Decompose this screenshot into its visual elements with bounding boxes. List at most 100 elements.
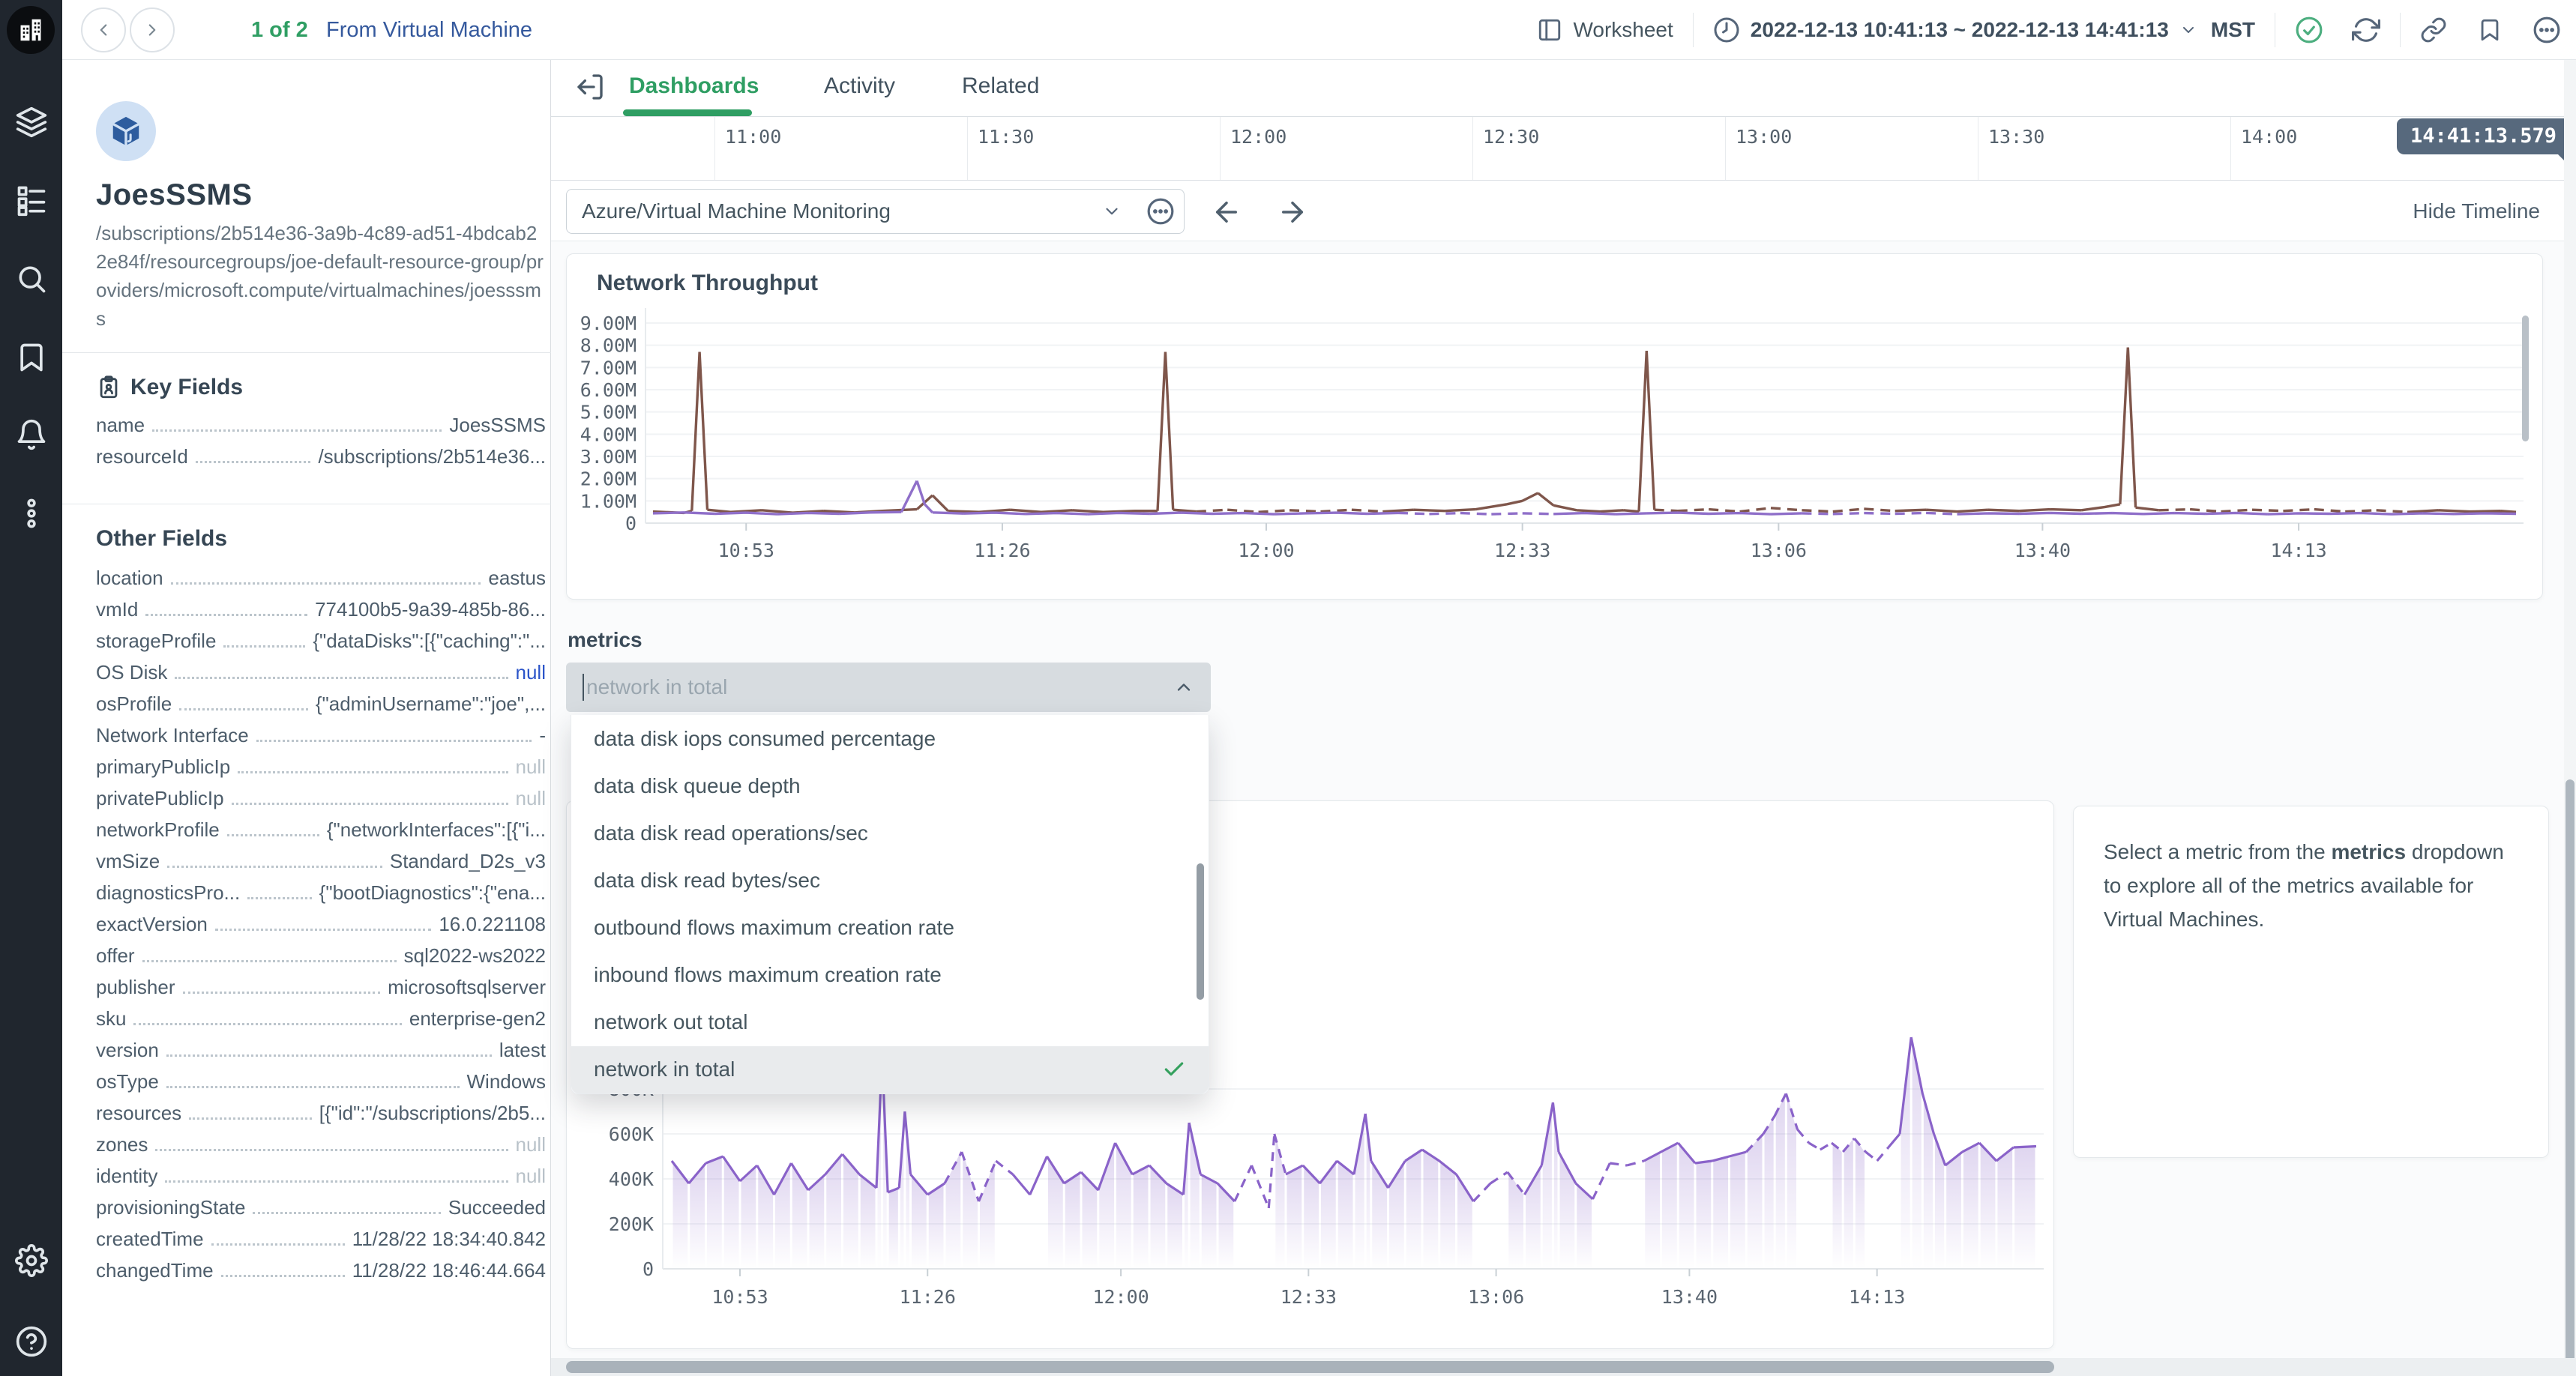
dashboard-select[interactable]: Azure/Virtual Machine Monitoring <box>566 189 1137 234</box>
sync-status-icon[interactable] <box>2295 16 2323 44</box>
network-in-total-chart[interactable]: 800K600K400K200K010:5311:2612:0012:3313:… <box>567 801 2053 1348</box>
rail-item-bookmarks[interactable] <box>15 341 48 374</box>
field-row[interactable]: provisioningState Succeeded <box>96 1196 546 1228</box>
field-row[interactable]: vmSize Standard_D2s_v3 <box>96 850 546 881</box>
dot-leader <box>182 992 381 994</box>
pager-context-link[interactable]: From Virtual Machine <box>326 18 533 42</box>
field-label: resourceId <box>96 445 188 468</box>
field-label: offer <box>96 944 135 967</box>
clock-icon <box>1713 16 1740 43</box>
key-fields-list: name JoesSSMS resourceId/subscriptions/2b… <box>96 414 546 477</box>
exit-icon <box>577 74 603 100</box>
timeline-tick: 14:00 <box>2241 126 2298 148</box>
next-dashboard-button[interactable] <box>1277 196 1308 228</box>
field-row[interactable]: primaryPublicIp null <box>96 755 546 787</box>
org-logo-button[interactable] <box>7 6 55 54</box>
field-row[interactable]: identity null <box>96 1165 546 1196</box>
field-value: null <box>515 661 546 684</box>
field-row[interactable]: location eastus <box>96 567 546 598</box>
main-vertical-scrollbar-thumb[interactable] <box>2566 779 2575 1372</box>
field-label: zones <box>96 1133 148 1156</box>
field-row[interactable]: storageProfile {"dataDisks":[{"caching":"… <box>96 630 546 661</box>
field-row[interactable]: createdTime 11/28/22 18:34:40.842 <box>96 1228 546 1259</box>
field-row[interactable]: zones null <box>96 1133 546 1165</box>
rail-item-settings[interactable] <box>14 1244 48 1277</box>
refresh-icon[interactable] <box>2352 16 2380 44</box>
time-range-picker[interactable]: 2022-12-13 10:41:13 ~ 2022-12-13 14:41:1… <box>1750 18 2169 41</box>
bottom-horizontal-scrollbar-thumb[interactable] <box>566 1361 2054 1373</box>
share-link-icon[interactable] <box>2420 16 2447 43</box>
field-row[interactable]: publisher microsoftsqlserver <box>96 976 546 1007</box>
field-row[interactable]: version latest <box>96 1039 546 1070</box>
network-throughput-chart[interactable]: 9.00M8.00M7.00M6.00M5.00M4.00M3.00M2.00M… <box>567 254 2542 599</box>
timeline-cursor-badge[interactable]: 14:41:13.579 <box>2397 118 2571 166</box>
svg-text:4.00M: 4.00M <box>580 423 637 445</box>
menu-item[interactable]: data disk queue depth <box>594 773 801 797</box>
tab-dashboards[interactable]: Dashboards <box>629 73 759 98</box>
field-row[interactable]: privatePublicIp null <box>96 787 546 818</box>
worksheet-button[interactable]: Worksheet <box>1573 18 1673 41</box>
field-row[interactable]: sku enterprise-gen2 <box>96 1007 546 1039</box>
field-row[interactable]: osType Windows <box>96 1070 546 1102</box>
field-row[interactable]: changedTime 11/28/22 18:46:44.664 <box>96 1259 546 1291</box>
menu-item-selected[interactable]: network in total <box>571 1045 1209 1093</box>
field-row[interactable]: vmId 774100b5-9a39-485b-86... <box>96 598 546 630</box>
field-row[interactable]: resources [{"id":"/subscriptions/2b5... <box>96 1102 546 1133</box>
menu-item[interactable]: inbound flows maximum creation rate <box>594 963 942 987</box>
menu-item[interactable]: outbound flows maximum creation rate <box>594 916 954 940</box>
field-row[interactable]: resourceId/subscriptions/2b514e36... <box>96 445 546 477</box>
next-entity-button[interactable] <box>130 7 175 52</box>
field-value: /subscriptions/2b514e36... <box>318 445 546 468</box>
close-panel-button[interactable] <box>575 72 605 102</box>
more-options-icon[interactable] <box>2533 16 2561 44</box>
field-value: {"bootDiagnostics":{"ena... <box>319 881 546 904</box>
timeline-gridline <box>714 117 715 180</box>
menu-item[interactable]: data disk read operations/sec <box>594 821 868 845</box>
field-row[interactable]: OS Disk null <box>96 661 546 692</box>
chart-scrollbar[interactable] <box>2522 316 2529 441</box>
timezone-label[interactable]: MST <box>2210 18 2255 41</box>
svg-text:11:26: 11:26 <box>974 540 1030 561</box>
svg-text:13:06: 13:06 <box>1751 540 1807 561</box>
other-fields-header: Other Fields <box>96 526 227 552</box>
save-bookmark-icon[interactable] <box>2477 17 2503 43</box>
field-row[interactable]: Network Interface - <box>96 724 546 755</box>
app-rail <box>0 0 62 1376</box>
svg-text:12:00: 12:00 <box>1238 540 1294 561</box>
dropdown-scrollbar[interactable] <box>1197 863 1204 1000</box>
field-value: null <box>515 1165 546 1187</box>
pager-count: 1 of 2 <box>251 18 308 42</box>
field-row[interactable]: offer sql2022-ws2022 <box>96 944 546 976</box>
rail-item-layers[interactable] <box>15 106 48 139</box>
field-row[interactable]: diagnosticsPro... {"bootDiagnostics":{"en… <box>96 881 546 913</box>
field-row[interactable]: networkProfile {"networkInterfaces":[{"i.… <box>96 818 546 850</box>
rail-item-help[interactable] <box>15 1325 48 1358</box>
dashboard-select-value: Azure/Virtual Machine Monitoring <box>582 199 891 223</box>
prev-entity-button[interactable] <box>81 7 126 52</box>
rail-item-alerts[interactable] <box>15 418 48 451</box>
menu-item[interactable]: network out total <box>594 1010 748 1034</box>
field-value: 16.0.221108 <box>439 913 546 935</box>
rail-item-search[interactable] <box>15 262 48 295</box>
metrics-combobox[interactable]: network in total <box>566 663 1211 712</box>
svg-text:12:00: 12:00 <box>1092 1286 1149 1308</box>
field-row[interactable]: name JoesSSMS <box>96 414 546 445</box>
chevron-down-icon[interactable] <box>2179 21 2197 39</box>
menu-item[interactable]: data disk iops consumed percentage <box>594 726 936 750</box>
tab-activity[interactable]: Activity <box>824 73 896 98</box>
dashboard-more-button[interactable] <box>1137 189 1185 234</box>
help-circle-icon <box>16 1326 46 1357</box>
metrics-dropdown-menu: data disk iops consumed percentage data … <box>571 715 1209 1094</box>
field-row[interactable]: exactVersion 16.0.221108 <box>96 913 546 944</box>
tab-related[interactable]: Related <box>962 73 1040 98</box>
chevron-up-icon[interactable] <box>1173 677 1194 698</box>
menu-item[interactable]: data disk read bytes/sec <box>594 868 820 892</box>
rail-item-more[interactable] <box>15 497 48 530</box>
timeline-strip[interactable]: 11:00 11:30 12:00 12:30 13:00 13:30 14:0… <box>551 116 2576 181</box>
field-row[interactable]: osProfile {"adminUsername":"joe",... <box>96 692 546 724</box>
worksheet-icon <box>1537 17 1562 43</box>
hide-timeline-link[interactable]: Hide Timeline <box>2413 199 2540 223</box>
panel-divider <box>62 352 551 353</box>
rail-item-entities[interactable] <box>15 184 48 217</box>
prev-dashboard-button[interactable] <box>1211 196 1242 228</box>
